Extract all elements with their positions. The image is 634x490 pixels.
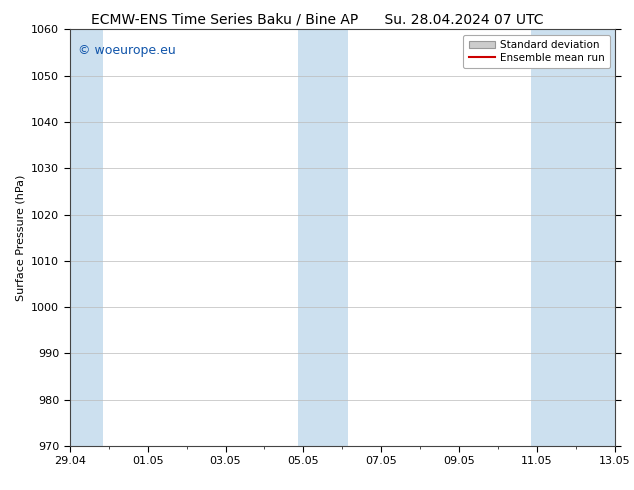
Y-axis label: Surface Pressure (hPa): Surface Pressure (hPa): [16, 174, 25, 301]
Bar: [297, 29, 348, 446]
Text: © woeurope.eu: © woeurope.eu: [78, 44, 176, 57]
Text: ECMW-ENS Time Series Baku / Bine AP      Su. 28.04.2024 07 UTC: ECMW-ENS Time Series Baku / Bine AP Su. …: [91, 12, 543, 26]
Bar: [531, 29, 621, 446]
Legend: Standard deviation, Ensemble mean run: Standard deviation, Ensemble mean run: [463, 35, 610, 68]
Bar: [64, 29, 103, 446]
